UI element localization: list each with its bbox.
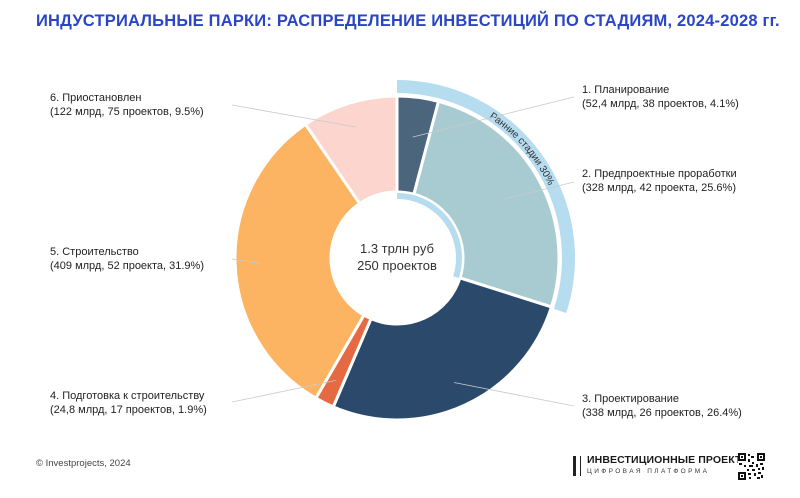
total-projects-value: 250 проектов	[357, 258, 437, 273]
leader-line	[412, 96, 575, 138]
slice-label-detail: (52,4 млрд, 38 проектов, 4.1%)	[582, 98, 739, 110]
building-bars-icon	[573, 456, 581, 476]
slice-label-suspended: 6. Приостановлен (122 млрд, 75 проектов,…	[50, 91, 204, 119]
slice-label-construction-prep: 4. Подготовка к строительству (24,8 млрд…	[50, 389, 207, 417]
leader-line	[231, 258, 261, 264]
total-investment-value: 1.3 трлн руб	[360, 241, 434, 256]
brand-logo: ИНВЕСТИЦИОННЫЕ ПРОЕКТЫ ЦИФРОВАЯ ПЛАТФОРМ…	[573, 455, 752, 477]
slice-label-detail: (24,8 млрд, 17 проектов, 1.9%)	[50, 404, 207, 416]
slice-label-detail: (328 млрд, 42 проекта, 25.6%)	[582, 182, 736, 194]
leader-line	[454, 382, 575, 407]
brand-subtitle: ЦИФРОВАЯ ПЛАТФОРМА	[587, 468, 710, 475]
chart-title: ИНДУСТРИАЛЬНЫЕ ПАРКИ: РАСПРЕДЕЛЕНИЕ ИНВЕ…	[36, 12, 780, 30]
slice-label-detail: (122 млрд, 75 проектов, 9.5%)	[50, 106, 204, 118]
leader-line	[231, 104, 357, 128]
slice-pre-project	[412, 99, 561, 309]
leader-line	[503, 181, 575, 200]
slice-design	[331, 276, 554, 422]
slice-label-name: 3. Проектирование	[582, 393, 680, 405]
slice-label-name: 1. Планирование	[582, 84, 670, 96]
slice-label-name: 5. Строительство	[50, 246, 139, 258]
slice-label-name: 2. Предпроектные проработки	[582, 168, 737, 180]
qr-code-icon	[738, 453, 765, 480]
slice-label-name: 6. Приостановлен	[50, 92, 142, 104]
brand-name: ИНВЕСТИЦИОННЫЕ ПРОЕКТЫ	[587, 454, 752, 466]
slice-label-planning: 1. Планирование (52,4 млрд, 38 проектов,…	[582, 83, 739, 111]
slice-label-pre-project: 2. Предпроектные проработки (328 млрд, 4…	[582, 167, 737, 195]
slice-label-detail: (409 млрд, 52 проекта, 31.9%)	[50, 260, 204, 272]
leader-line	[231, 380, 336, 403]
slice-construction	[233, 122, 366, 401]
slice-label-design: 3. Проектирование (338 млрд, 26 проектов…	[582, 392, 742, 420]
early-stages-inner-arc	[397, 193, 462, 279]
slice-label-name: 4. Подготовка к строительству	[50, 390, 205, 402]
slice-suspended	[303, 94, 399, 206]
slice-label-construction: 5. Строительство (409 млрд, 52 проекта, …	[50, 245, 204, 273]
slice-label-detail: (338 млрд, 26 проектов, 26.4%)	[582, 407, 742, 419]
copyright-notice: © Investprojects, 2024	[36, 458, 131, 469]
chart-center-summary: 1.3 трлн руб 250 проектов	[337, 240, 457, 274]
